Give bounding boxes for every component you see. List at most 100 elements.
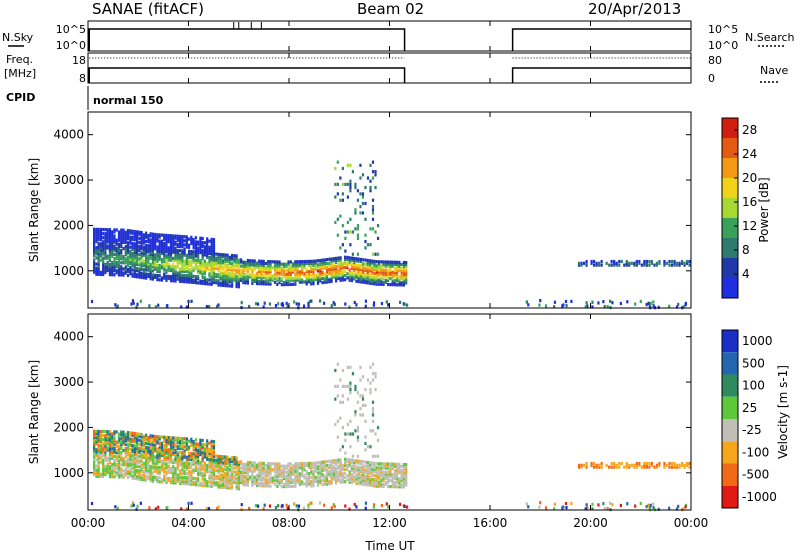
- power-cell: [224, 275, 227, 280]
- velocity-cell: [267, 464, 270, 468]
- velocity-cell: [156, 459, 159, 463]
- velocity-cell: [207, 507, 211, 511]
- velocity-cell: [167, 452, 170, 456]
- velocity-cell: [93, 446, 96, 450]
- power-cell: [366, 264, 369, 269]
- velocity-cell: [355, 477, 358, 481]
- power-cell: [570, 299, 573, 303]
- velocity-cell: [106, 466, 109, 471]
- power-cell: [228, 265, 231, 270]
- power-cell: [382, 264, 385, 268]
- power-cell: [351, 252, 355, 256]
- velocity-cell: [396, 462, 399, 466]
- velocity-cell: [638, 463, 641, 467]
- power-cell: [176, 242, 179, 247]
- power-cell: [235, 256, 238, 260]
- power-cell: [133, 274, 136, 279]
- velocity-cell: [307, 478, 311, 482]
- power-cell: [364, 262, 367, 266]
- velocity-cell: [124, 451, 127, 455]
- velocity-cell: [384, 480, 387, 484]
- power-cell: [264, 278, 268, 282]
- power-cell: [341, 274, 344, 278]
- velocity-cell: [325, 459, 329, 464]
- power-cell: [113, 240, 116, 244]
- velocity-cell: [330, 481, 333, 486]
- power-cell: [287, 274, 290, 278]
- velocity-cell: [376, 454, 380, 458]
- power-cell: [359, 257, 363, 262]
- velocity-cell: [364, 476, 367, 481]
- velocity-cell: [230, 468, 234, 472]
- power-cbar-segment: [722, 238, 738, 258]
- velocity-cell: [655, 463, 659, 467]
- velocity-cell: [181, 447, 184, 451]
- power-cell: [368, 259, 372, 263]
- nave-tick-bottom: 0: [708, 72, 715, 85]
- velocity-cell: [348, 476, 351, 480]
- power-cell: [386, 264, 390, 268]
- velocity-cell: [133, 470, 136, 474]
- power-cell: [95, 272, 98, 276]
- power-cell: [131, 247, 134, 252]
- power-cell: [230, 278, 234, 282]
- power-cell: [122, 230, 125, 234]
- velocity-cell: [104, 450, 107, 454]
- velocity-cell: [400, 483, 403, 487]
- power-cell: [688, 259, 691, 264]
- power-cell: [199, 265, 202, 269]
- velocity-cell: [197, 456, 200, 460]
- velocity-cell: [368, 479, 372, 483]
- velocity-cell: [350, 460, 354, 464]
- power-cell: [339, 264, 342, 268]
- power-cell: [120, 255, 123, 259]
- power-cell: [111, 232, 114, 236]
- power-cell: [185, 261, 188, 266]
- power-cell: [95, 246, 98, 250]
- velocity-cell: [668, 465, 671, 469]
- power-cell: [237, 274, 240, 279]
- velocity-cell: [192, 462, 195, 466]
- power-cell: [219, 259, 222, 263]
- power-cell: [405, 269, 408, 273]
- power-cell: [376, 224, 380, 228]
- power-cell: [176, 236, 179, 240]
- velocity-cell: [264, 467, 268, 472]
- velocity-cell: [183, 469, 186, 474]
- power-cell: [645, 263, 648, 267]
- power-cell: [217, 303, 220, 307]
- velocity-cbar-segment: [722, 463, 738, 486]
- power-cell: [203, 271, 207, 275]
- power-cell: [341, 224, 344, 228]
- power-cell: [201, 240, 204, 245]
- velocity-cell: [208, 461, 211, 466]
- velocity-cell: [312, 465, 315, 469]
- velocity-cell: [312, 475, 315, 480]
- velocity-cell: [165, 437, 168, 442]
- power-cell: [386, 276, 390, 280]
- velocity-cell: [356, 429, 360, 433]
- velocity-cell: [668, 506, 671, 510]
- velocity-cell: [120, 454, 123, 459]
- power-cell: [154, 239, 157, 243]
- velocity-cell: [169, 479, 173, 483]
- power-cell: [199, 238, 202, 242]
- velocity-cell: [115, 452, 118, 457]
- velocity-cell: [228, 480, 231, 484]
- velocity-cell: [353, 462, 356, 467]
- velocity-cell: [269, 468, 272, 472]
- power-cell: [167, 238, 170, 242]
- power-cell: [158, 268, 161, 272]
- power-cell: [149, 250, 152, 254]
- velocity-cell: [391, 480, 394, 485]
- velocity-cell: [142, 472, 145, 476]
- power-cell: [382, 262, 385, 266]
- power-cell: [316, 265, 320, 269]
- power-cell: [249, 263, 252, 267]
- velocity-cell: [108, 452, 112, 456]
- power-cell: [319, 264, 322, 269]
- power-cell: [303, 259, 306, 264]
- power-cell: [289, 282, 292, 287]
- power-cell: [344, 269, 347, 274]
